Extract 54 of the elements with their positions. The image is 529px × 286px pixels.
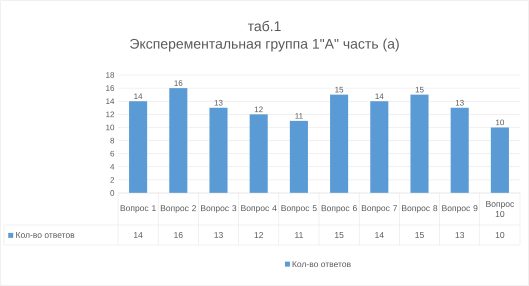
text: 15: [335, 86, 344, 92]
data-label: 13: [214, 232, 223, 238]
x-tick-label: Вопрос 10: [486, 201, 514, 217]
y-tick-label: 14: [106, 98, 114, 104]
bar: [450, 108, 469, 193]
text: 14: [375, 94, 384, 100]
text: 11: [295, 113, 303, 119]
bar: [330, 94, 348, 193]
x-tick-label: Вопрос 9: [442, 205, 478, 213]
bar: [129, 101, 148, 193]
bar: [169, 88, 188, 193]
bar: [250, 114, 268, 193]
x-tick-label: Вопрос 8: [402, 205, 438, 213]
y-tick-label: 4: [110, 164, 114, 170]
data-label: 16: [174, 232, 183, 238]
data-label: 11: [295, 232, 303, 238]
x-tick-label: Вопрос 7: [362, 205, 397, 213]
x-tick-label: Вопрос 2: [160, 205, 196, 213]
bar: [209, 108, 228, 193]
data-label: 14: [134, 232, 143, 238]
bar: [370, 101, 388, 193]
text: 10: [496, 120, 504, 126]
text: Кол-во ответов: [292, 261, 351, 268]
y-tick-label: 6: [110, 150, 114, 156]
y-tick-label: 16: [106, 85, 114, 91]
bar: [490, 127, 509, 193]
text: 13: [456, 100, 464, 106]
x-tick-label: Вопрос 4: [241, 205, 277, 213]
y-tick-label: 12: [106, 112, 114, 118]
y-tick-label: 0: [110, 190, 114, 196]
x-tick-label: Вопрос 3: [201, 205, 236, 213]
data-label: 14: [375, 232, 384, 238]
data-label: 15: [335, 232, 344, 238]
x-tick-label: Вопрос 5: [281, 205, 317, 213]
text: 16: [174, 80, 182, 86]
chart-title: таб.1: [248, 20, 281, 32]
data-label: 13: [456, 232, 464, 238]
text: 13: [214, 100, 223, 106]
y-tick-label: 10: [106, 124, 114, 130]
data-label: 15: [415, 232, 424, 238]
text: 14: [134, 94, 142, 100]
chart-subtitle: Эксперементальная группа 1"А" часть (а): [130, 38, 399, 52]
y-tick-label: 2: [110, 177, 114, 183]
bar: [410, 94, 429, 193]
text: 15: [416, 86, 424, 92]
y-tick-label: 8: [110, 138, 114, 144]
data-label: 12: [254, 232, 263, 238]
legend-label: Кол-во ответов: [16, 232, 74, 238]
data-label: 10: [496, 232, 504, 238]
x-tick-label: Вопрос 1: [120, 205, 156, 213]
text: 12: [254, 106, 263, 112]
x-tick-label: Вопрос 6: [322, 205, 357, 213]
y-tick-label: 18: [106, 72, 114, 78]
bar: [290, 120, 308, 193]
